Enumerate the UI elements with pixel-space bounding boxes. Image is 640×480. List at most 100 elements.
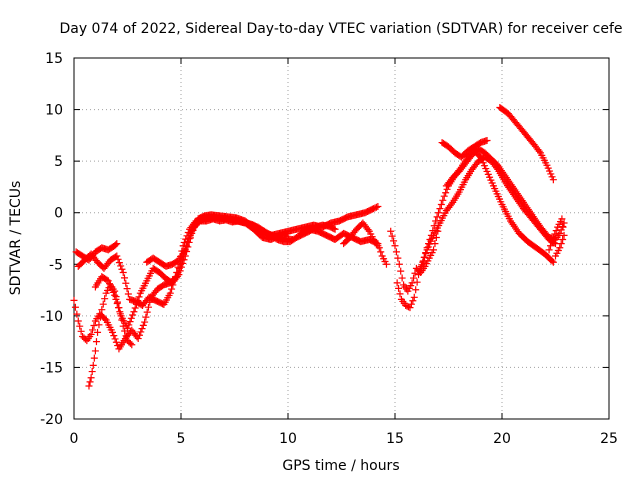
data-point xyxy=(116,308,124,316)
data-point xyxy=(85,382,93,390)
data-point xyxy=(442,189,450,197)
x-tick-label: 15 xyxy=(386,431,404,447)
data-point xyxy=(382,260,390,268)
data-point xyxy=(447,200,455,208)
data-point xyxy=(390,237,398,245)
data-point xyxy=(391,242,399,250)
x-tick-label: 0 xyxy=(70,431,79,447)
data-point xyxy=(126,339,134,347)
data-point xyxy=(168,285,176,293)
data-point xyxy=(560,219,568,227)
data-point xyxy=(374,242,382,250)
data-point xyxy=(394,254,402,262)
data-point xyxy=(110,332,118,340)
data-point xyxy=(410,274,418,282)
data-point xyxy=(548,257,556,265)
data-point xyxy=(70,296,78,304)
series-track-m xyxy=(438,137,491,161)
data-point xyxy=(139,321,147,329)
data-point xyxy=(118,265,126,273)
data-point xyxy=(184,238,192,246)
data-point xyxy=(430,246,438,254)
data-point xyxy=(94,328,102,336)
data-point xyxy=(132,300,140,308)
data-point xyxy=(331,225,339,233)
data-point xyxy=(134,297,142,305)
data-point xyxy=(418,261,426,269)
data-point xyxy=(419,257,427,265)
data-point xyxy=(396,290,404,298)
data-point xyxy=(408,279,416,287)
series-track-j xyxy=(393,147,557,312)
data-point xyxy=(186,231,194,239)
x-tick-label: 25 xyxy=(600,431,618,447)
data-point xyxy=(176,267,184,275)
data-point xyxy=(88,368,96,376)
data-point xyxy=(549,176,557,184)
series-track-n xyxy=(496,104,557,184)
data-point xyxy=(177,263,185,271)
y-tick-label: -15 xyxy=(40,360,63,376)
data-point xyxy=(552,252,559,260)
data-point xyxy=(123,285,131,293)
data-point xyxy=(89,361,97,369)
data-point xyxy=(437,200,445,208)
data-point xyxy=(128,341,136,349)
data-point xyxy=(111,335,119,343)
data-point xyxy=(74,317,82,325)
data-point xyxy=(417,264,425,272)
x-tick-label: 10 xyxy=(279,431,297,447)
y-tick-label: -20 xyxy=(40,412,63,428)
series-track-f xyxy=(143,213,292,270)
y-tick-label: 0 xyxy=(54,206,63,222)
data-point xyxy=(181,246,189,254)
data-point xyxy=(407,300,415,308)
data-point xyxy=(174,272,182,280)
data-point xyxy=(560,231,568,239)
y-tick-label: -5 xyxy=(49,257,63,273)
data-point xyxy=(558,215,566,223)
data-point xyxy=(90,354,98,362)
data-point xyxy=(388,232,396,240)
data-point xyxy=(87,374,95,382)
data-point xyxy=(119,269,127,277)
series-track-h xyxy=(340,219,382,250)
x-tick-label: 5 xyxy=(177,431,186,447)
data-point xyxy=(141,318,149,326)
data-point xyxy=(412,286,420,294)
data-point xyxy=(99,300,107,308)
data-point xyxy=(113,240,121,248)
data-point xyxy=(395,284,403,292)
data-point xyxy=(549,258,557,266)
data-point xyxy=(91,347,99,355)
data-point xyxy=(433,213,441,221)
data-point xyxy=(124,290,132,298)
data-point xyxy=(552,227,560,235)
data-point xyxy=(86,378,94,386)
data-point xyxy=(547,242,555,250)
data-point xyxy=(415,271,423,279)
data-point xyxy=(179,259,187,267)
data-point xyxy=(435,209,443,217)
data-point xyxy=(392,248,400,256)
data-point xyxy=(113,299,121,307)
y-tick-label: -10 xyxy=(40,309,63,325)
data-point xyxy=(397,267,405,275)
data-point xyxy=(387,227,395,235)
y-axis-label: SDTVAR / TECUs xyxy=(8,181,24,296)
data-point xyxy=(135,331,143,339)
data-point xyxy=(410,293,418,301)
data-point xyxy=(395,260,403,268)
data-point xyxy=(98,306,106,314)
data-point xyxy=(556,229,564,237)
data-point xyxy=(175,271,183,279)
data-point xyxy=(113,252,121,260)
data-point xyxy=(548,238,556,246)
data-point xyxy=(112,295,120,303)
data-point xyxy=(549,233,557,241)
x-tick-label: 20 xyxy=(493,431,511,447)
data-point xyxy=(121,274,129,282)
series-track-o xyxy=(545,215,568,260)
data-point xyxy=(409,297,417,305)
